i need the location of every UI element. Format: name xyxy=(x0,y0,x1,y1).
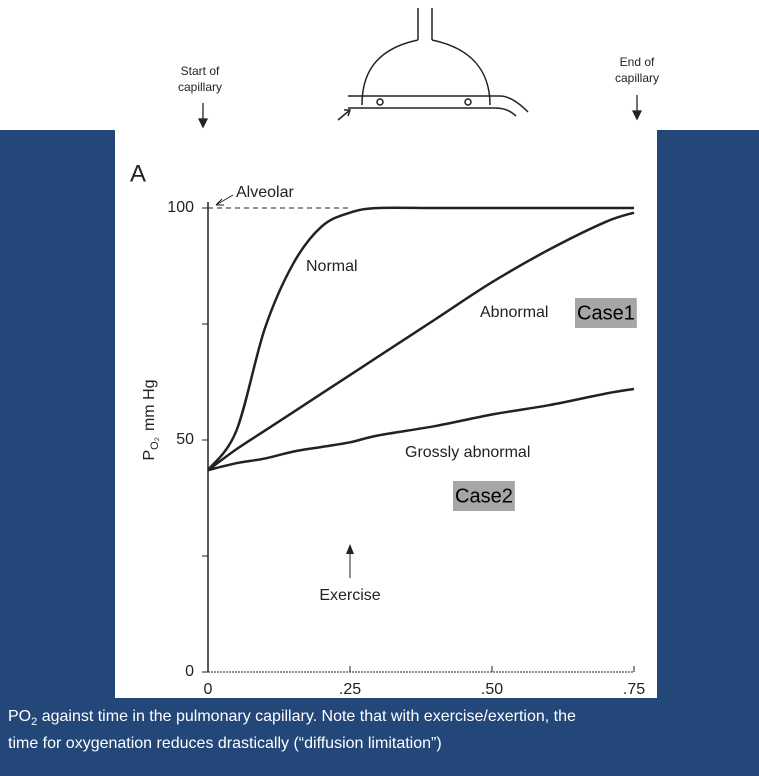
exercise-label: Exercise xyxy=(319,587,380,604)
caption-line: time for oxygenation reduces drastically… xyxy=(8,735,442,752)
x-tick-label: .25 xyxy=(339,681,361,698)
y-label-subscript: O₂ xyxy=(149,437,161,450)
end-label: capillary xyxy=(615,71,659,85)
end-label: End of xyxy=(620,55,655,69)
x-tick-label: .50 xyxy=(481,681,503,698)
caption-line: PO2 against time in the pulmonary capill… xyxy=(8,708,576,728)
series-label: Grossly abnormal xyxy=(405,444,530,461)
page: {"diagram": {"start_label": ["Start of",… xyxy=(0,0,759,776)
start-label: capillary xyxy=(178,80,222,94)
series-label: Abnormal xyxy=(480,304,548,321)
y-tick-label: 0 xyxy=(185,663,194,680)
series-label: Normal xyxy=(306,258,358,275)
caption-prefix: PO xyxy=(8,708,31,725)
alveolar-label: Alveolar xyxy=(236,184,294,201)
y-label-symbol: P xyxy=(141,450,158,461)
case-label: Case2 xyxy=(455,485,513,507)
y-label-unit: mm Hg xyxy=(141,379,158,431)
slide: Start of capillary End of capillary A PO… xyxy=(0,0,759,776)
y-tick-label: 100 xyxy=(167,199,194,216)
case-label: Case1 xyxy=(577,302,635,324)
chart-panel xyxy=(115,130,657,698)
x-tick-label: 0 xyxy=(204,681,213,698)
y-tick-label: 50 xyxy=(176,431,194,448)
x-tick-label: .75 xyxy=(623,681,645,698)
panel-label: A xyxy=(130,160,146,187)
caption-text: against time in the pulmonary capillary.… xyxy=(37,708,576,725)
start-label: Start of xyxy=(181,64,220,78)
